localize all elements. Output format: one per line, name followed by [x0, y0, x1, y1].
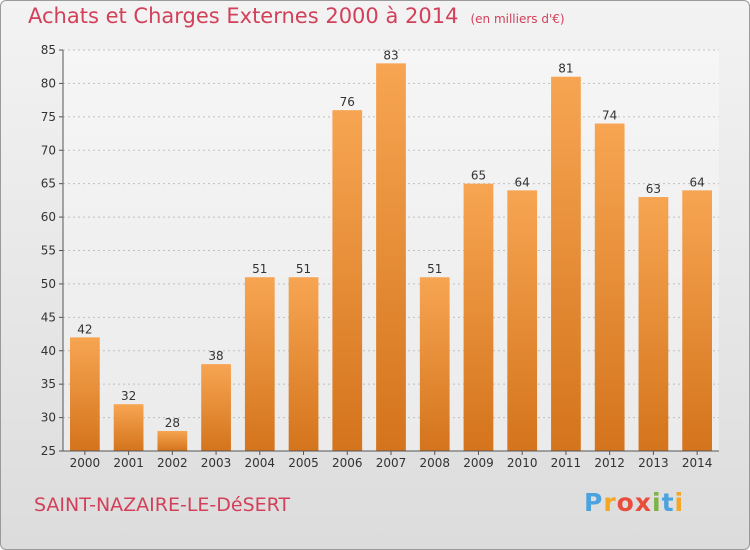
bar-value-label: 65 [471, 169, 486, 183]
bar-value-label: 76 [340, 95, 355, 109]
bar [113, 404, 144, 451]
bar-value-label: 51 [427, 262, 442, 276]
bar-value-label: 51 [296, 262, 311, 276]
bar-value-label: 28 [165, 416, 180, 430]
x-tick-label: 2011 [551, 456, 582, 470]
y-tick-label: 30 [41, 411, 56, 425]
bar-value-label: 83 [383, 48, 398, 62]
bar [682, 190, 713, 451]
logo-letter: P [584, 488, 604, 517]
chart-title-text: Achats et Charges Externes 2000 à 2014 [28, 4, 459, 28]
bar-value-label: 51 [252, 262, 267, 276]
bar [157, 430, 188, 451]
bar-value-label: 32 [121, 389, 136, 403]
x-tick-label: 2000 [70, 456, 101, 470]
y-tick-label: 55 [41, 244, 56, 258]
bar [463, 183, 494, 451]
y-tick-label: 50 [41, 277, 56, 291]
logo-letter: x [634, 488, 652, 517]
logo-letter: r [603, 488, 617, 517]
bar-value-label: 38 [208, 349, 223, 363]
x-tick-label: 2007 [376, 456, 407, 470]
bar [288, 277, 319, 451]
y-tick-label: 35 [41, 377, 56, 391]
x-tick-label: 2003 [201, 456, 232, 470]
bar [201, 364, 231, 451]
x-tick-label: 2014 [682, 456, 713, 470]
chart-title: Achats et Charges Externes 2000 à 2014 (e… [28, 4, 565, 28]
bar-value-label: 74 [602, 109, 617, 123]
logo-letter: o [616, 488, 635, 517]
y-tick-label: 40 [41, 344, 56, 358]
bar-value-label: 81 [558, 62, 573, 76]
x-tick-label: 2004 [245, 456, 276, 470]
bar-value-label: 64 [515, 175, 530, 189]
bar [507, 190, 538, 451]
bar [332, 110, 363, 452]
logo-letter: i [652, 488, 662, 517]
y-tick-label: 25 [41, 444, 56, 458]
bar [69, 337, 100, 451]
x-tick-label: 2001 [113, 456, 144, 470]
x-tick-label: 2002 [157, 456, 188, 470]
x-tick-label: 2008 [419, 456, 450, 470]
bar [551, 76, 581, 451]
y-tick-label: 60 [41, 210, 56, 224]
chart-unit-label: (en milliers d'€) [470, 12, 565, 26]
bar [376, 63, 406, 451]
place-name: SAINT-NAZAIRE-LE-DéSERT [34, 494, 291, 516]
logo-letter: i [674, 488, 685, 517]
bar [419, 277, 450, 451]
y-tick-label: 80 [41, 76, 56, 90]
y-tick-label: 65 [41, 177, 56, 191]
bar-value-label: 42 [77, 322, 92, 336]
bar [594, 123, 625, 452]
logo-letter: t [661, 488, 675, 517]
x-tick-label: 2012 [594, 456, 625, 470]
bar-value-label: 63 [646, 182, 661, 196]
bar-value-label: 64 [689, 175, 704, 189]
x-tick-label: 2005 [288, 456, 319, 470]
x-tick-label: 2009 [463, 456, 494, 470]
y-tick-label: 75 [41, 110, 56, 124]
axes: 25 30 35 40 45 50 55 60 65 70 75 80 85 2000 2001 2002 20… [41, 43, 719, 470]
y-tick-label: 85 [41, 43, 56, 57]
y-tick-label: 45 [41, 310, 56, 324]
y-tick-label: 70 [41, 143, 56, 157]
bars: 42 32 28 38 51 51 76 83 51 65 64 81 74 63 64 [69, 48, 713, 452]
bar [638, 197, 669, 451]
x-tick-label: 2006 [332, 456, 363, 470]
proxiti-logo: Proxiti [584, 488, 684, 517]
bar [244, 277, 275, 451]
x-tick-label: 2013 [638, 456, 669, 470]
x-tick-label: 2010 [507, 456, 538, 470]
